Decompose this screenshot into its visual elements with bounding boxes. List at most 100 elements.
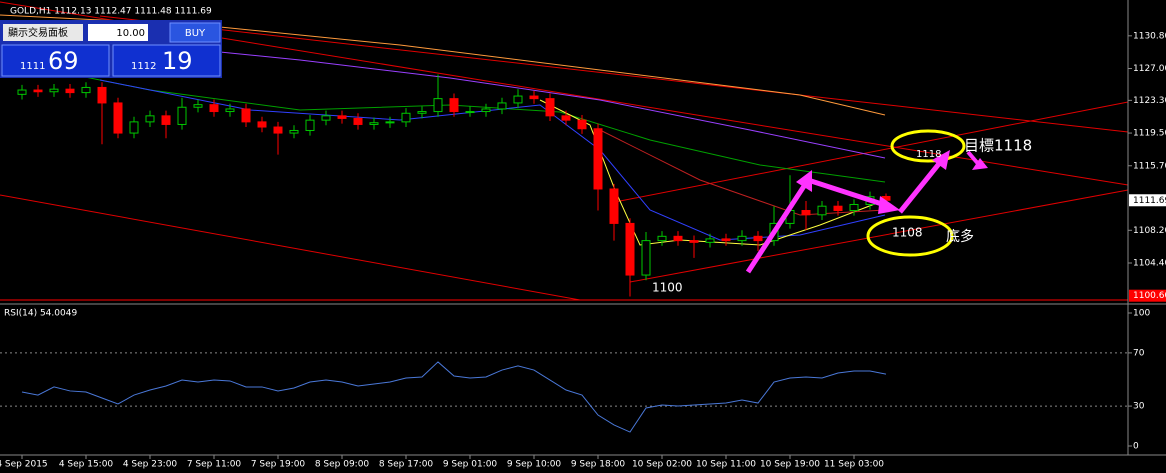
y-tick-label: 1115.70 <box>1133 161 1166 171</box>
candle-body <box>305 119 315 131</box>
y-tick-label: 1119.50 <box>1133 129 1166 139</box>
candle-body <box>721 238 731 242</box>
candle-body <box>385 121 395 124</box>
x-tick-label: 7 Sep 11:00 <box>187 460 242 470</box>
y-tick-label: 1104.40 <box>1133 258 1166 268</box>
candle-body <box>289 129 299 134</box>
y-tick-label: 100 <box>1133 309 1150 319</box>
sell-price-box[interactable] <box>1 44 110 77</box>
candle-body <box>161 115 171 125</box>
candle-body <box>465 111 475 114</box>
x-tick-label: 11 Sep 03:00 <box>824 460 884 470</box>
candle-body <box>241 108 251 123</box>
candle-body <box>833 205 843 212</box>
x-tick-label: 10 Sep 19:00 <box>760 460 820 470</box>
candle-body <box>513 95 523 104</box>
ask-big: 1112 <box>131 61 156 72</box>
candle-body <box>641 240 651 276</box>
candle-body <box>753 235 763 242</box>
candle-body <box>369 122 379 125</box>
candles <box>17 74 891 297</box>
chart-title: GOLD,H1 1112.13 1112.47 1111.48 1111.69 <box>10 7 212 17</box>
y-tick-label: 1123.30 <box>1133 96 1166 106</box>
annotation: 1108 <box>892 226 923 240</box>
trend-line <box>99 15 1129 133</box>
candle-body <box>353 117 363 125</box>
x-tick-label: 8 Sep 17:00 <box>379 460 434 470</box>
candle-body <box>337 115 347 119</box>
annotation: 目標1118 <box>964 137 1032 155</box>
arrow <box>898 158 944 214</box>
candle-body <box>529 95 539 100</box>
y-tick-label: 1130.80 <box>1133 31 1166 41</box>
price-marker <box>1129 194 1166 207</box>
y-tick-label: 1127.00 <box>1133 64 1166 74</box>
rsi-line <box>21 361 887 433</box>
moving-average <box>599 129 886 216</box>
candle-body <box>481 108 491 113</box>
candle-body <box>673 235 683 242</box>
y-tick-label: 70 <box>1133 348 1145 358</box>
candle-body <box>209 104 219 113</box>
trend-line <box>0 194 581 301</box>
indicator-lines <box>0 1 1129 301</box>
candle-body <box>177 106 187 125</box>
lots-input[interactable] <box>88 24 148 41</box>
x-tick-label: 7 Sep 19:00 <box>251 460 306 470</box>
candle-body <box>145 115 155 123</box>
toggle-button[interactable] <box>3 24 83 41</box>
candle-body <box>497 102 507 110</box>
candle-body <box>545 98 555 117</box>
annotation: 底多 <box>946 228 974 245</box>
toggle-label: 顯示交易面板 <box>8 26 68 39</box>
support-circle <box>866 215 954 257</box>
candle-body <box>129 121 139 134</box>
candle-body <box>113 102 123 134</box>
candle-body <box>321 115 331 121</box>
candle-body <box>705 238 715 243</box>
candle-body <box>33 89 43 93</box>
candle-body <box>257 121 267 128</box>
x-tick-label: 9 Sep 10:00 <box>507 460 562 470</box>
annotation: 1118 <box>916 149 941 160</box>
candle-body <box>81 86 91 94</box>
candle-body <box>49 88 59 93</box>
channel-line <box>629 189 1129 283</box>
arrow <box>745 178 811 274</box>
arrow <box>807 177 886 208</box>
x-tick-label: 10 Sep 11:00 <box>696 460 756 470</box>
candle-body <box>449 98 459 113</box>
candle-body <box>97 86 107 104</box>
x-tick-label: 4 Sep 23:00 <box>123 460 178 470</box>
candle-body <box>593 128 603 190</box>
arrow-head <box>796 170 812 192</box>
arrow-head <box>878 196 900 214</box>
annotations: 1100 1108 1118 目標1118 底多 <box>652 129 1032 295</box>
bid-small: 69 <box>48 47 79 75</box>
candle-body <box>577 119 587 130</box>
candle-body <box>193 104 203 108</box>
candle-body <box>689 240 699 243</box>
candle-body <box>17 89 27 95</box>
candle-body <box>561 115 571 121</box>
arrow-head <box>932 150 950 170</box>
price-marker-label: 1111.69 <box>1133 196 1166 206</box>
candle-body <box>801 210 811 216</box>
buy-price-box[interactable] <box>112 44 221 77</box>
trade-panel: 顯示交易面板 10.00 BUY 1111 69 1112 19 <box>0 20 222 78</box>
annotation: 1100 <box>652 281 683 295</box>
bid-big: 1111 <box>20 61 45 72</box>
x-tick-label: 9 Sep 18:00 <box>571 460 626 470</box>
price-marker <box>1129 289 1166 302</box>
candle-body <box>625 222 635 276</box>
y-tick-label: 0 <box>1133 442 1139 452</box>
buy-button[interactable] <box>169 22 221 43</box>
candle-body <box>657 235 667 242</box>
x-tick-label: 4 Sep 15:00 <box>59 460 114 470</box>
candle-body <box>65 88 75 94</box>
rsi-title: RSI(14) 54.0049 <box>4 309 77 319</box>
lots-value: 10.00 <box>116 28 145 39</box>
candle-body <box>433 98 443 113</box>
